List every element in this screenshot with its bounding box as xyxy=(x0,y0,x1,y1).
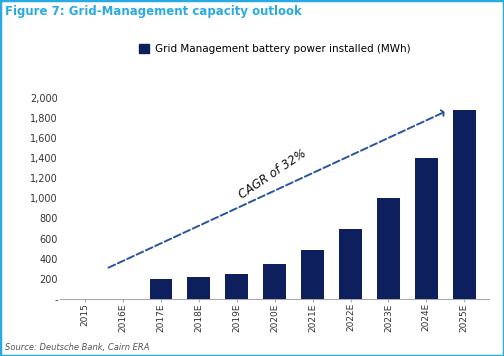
Bar xyxy=(150,279,172,299)
Bar xyxy=(225,274,248,299)
Text: CAGR of 32%: CAGR of 32% xyxy=(237,147,309,201)
Bar xyxy=(263,264,286,299)
Text: Source: Deutsche Bank, Cairn ERA: Source: Deutsche Bank, Cairn ERA xyxy=(5,344,150,352)
Bar xyxy=(377,198,400,299)
Bar xyxy=(415,158,437,299)
Bar xyxy=(187,277,210,299)
Bar xyxy=(453,110,476,299)
Text: Figure 7: Grid-Management capacity outlook: Figure 7: Grid-Management capacity outlo… xyxy=(5,5,302,19)
Bar xyxy=(301,250,324,299)
Bar xyxy=(339,229,362,299)
Legend: Grid Management battery power installed (MWh): Grid Management battery power installed … xyxy=(135,40,414,58)
